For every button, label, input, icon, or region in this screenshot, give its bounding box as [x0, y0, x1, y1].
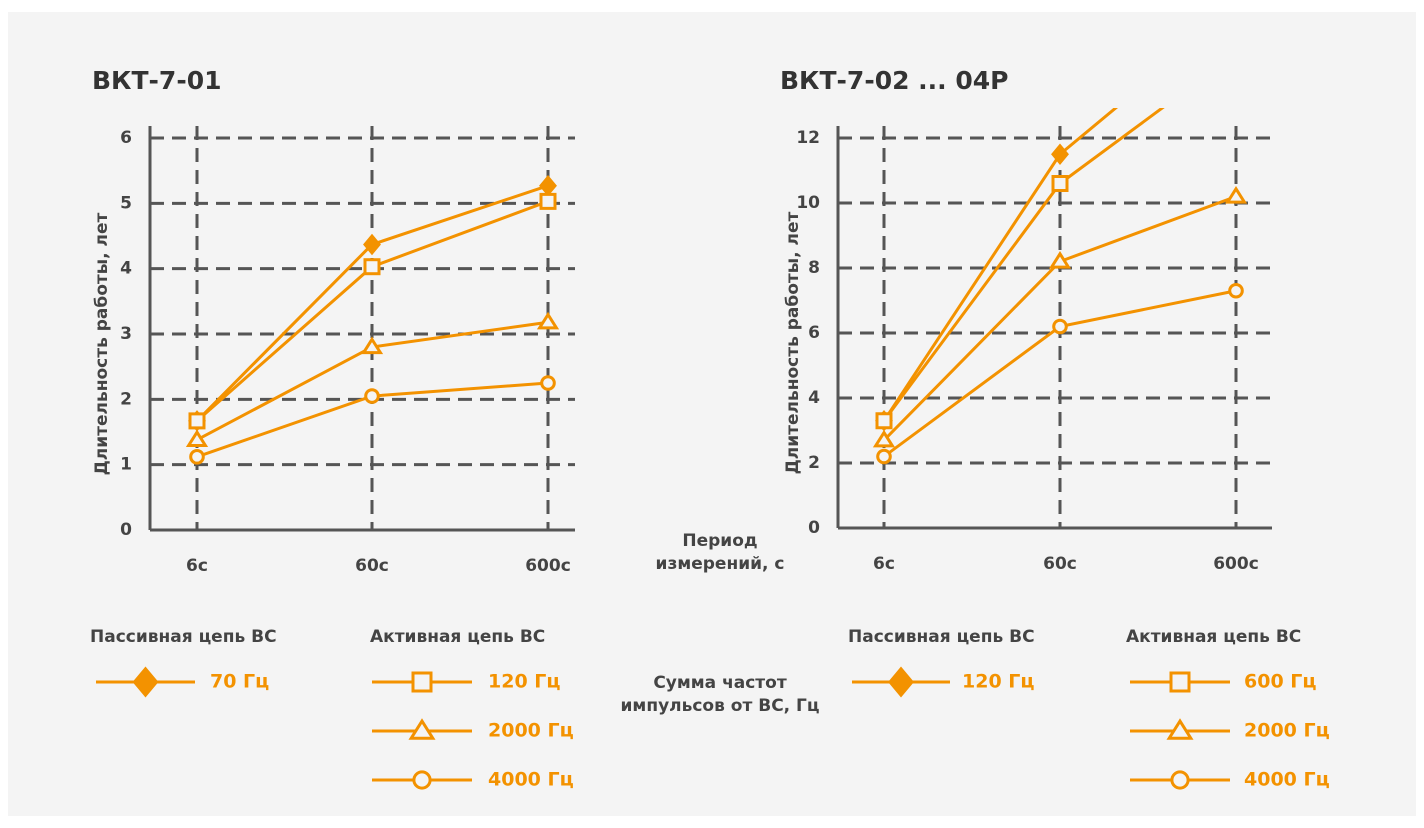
- chart-title: ВКТ-7-02 ... 04Р: [780, 66, 1009, 95]
- y-tick-label: 4: [120, 259, 132, 279]
- y-tick-label: 0: [120, 520, 132, 540]
- y-tick-label: 0: [808, 518, 820, 538]
- legend-marker: [1166, 718, 1194, 740]
- legend-label: 2000 Гц: [488, 720, 574, 742]
- data-point: [539, 192, 557, 210]
- data-point: [1051, 175, 1069, 192]
- data-point: [185, 429, 209, 447]
- legend-label: 70 Гц: [210, 671, 269, 693]
- legend-label: 120 Гц: [488, 671, 560, 693]
- legend-marker: [412, 770, 432, 790]
- x-tick-label: 60с: [1043, 554, 1077, 574]
- y-tick-label: 2: [808, 453, 820, 473]
- legend-marker: [888, 666, 914, 698]
- legend-label: 600 Гц: [1244, 671, 1316, 693]
- data-point: [363, 233, 381, 256]
- x-tick-label: 60с: [355, 556, 389, 576]
- data-point: [536, 311, 560, 330]
- data-point: [872, 429, 896, 448]
- x-tick-label: 600с: [525, 556, 571, 576]
- y-tick-label: 1: [120, 455, 132, 475]
- legend-marker: [1169, 671, 1191, 693]
- legend-label: Сумма частот импульсов от ВС, Гц: [620, 673, 820, 716]
- y-tick-label: 10: [796, 193, 820, 213]
- legend-label: 2000 Гц: [1244, 720, 1330, 742]
- data-point: [1051, 143, 1069, 165]
- data-point: [189, 449, 205, 465]
- y-tick-label: 5: [120, 193, 132, 213]
- plot-area: [872, 108, 1248, 465]
- data-point: [360, 336, 384, 355]
- y-tick-label: 3: [120, 324, 132, 344]
- legend-label: 4000 Гц: [488, 769, 574, 791]
- data-point: [364, 388, 380, 404]
- y-tick-label: 2: [120, 389, 132, 409]
- legend-group-title: Активная цепь ВС: [370, 627, 545, 647]
- data-point: [1228, 282, 1244, 299]
- legend-marker: [1170, 770, 1190, 790]
- chart-title: ВКТ-7-01: [92, 66, 221, 95]
- x-tick-label: 6с: [186, 556, 208, 576]
- y-tick-label: 6: [120, 128, 132, 148]
- data-point: [875, 412, 893, 430]
- data-point: [1048, 250, 1072, 269]
- data-point: [1224, 185, 1248, 204]
- y-axis-label: Длительность работы, лет: [783, 211, 803, 474]
- legend-label: 120 Гц: [962, 671, 1034, 693]
- data-point: [876, 448, 892, 465]
- legend-marker: [408, 718, 436, 740]
- y-tick-label: 4: [808, 388, 820, 408]
- legend-marker: [132, 666, 159, 698]
- x-tick-label: 600с: [1213, 554, 1259, 574]
- y-tick-label: 12: [796, 128, 820, 148]
- data-point: [1052, 318, 1068, 335]
- x-tick-label: 6с: [873, 554, 895, 574]
- legend-marker: [411, 671, 433, 693]
- data-point: [188, 412, 206, 430]
- data-point: [363, 258, 381, 276]
- y-axis-label: Длительность работы, лет: [92, 212, 112, 475]
- x-axis-label: Период измерений, с: [655, 531, 785, 574]
- data-point: [539, 174, 557, 197]
- plot-area: [185, 174, 560, 465]
- y-tick-label: 6: [808, 323, 820, 343]
- y-tick-label: 8: [808, 258, 820, 278]
- legend-group-title: Активная цепь ВС: [1126, 627, 1301, 647]
- data-point: [540, 375, 556, 391]
- legend-group-title: Пассивная цепь ВС: [90, 627, 277, 647]
- legend-group-title: Пассивная цепь ВС: [848, 627, 1035, 647]
- legend-label: 4000 Гц: [1244, 769, 1330, 791]
